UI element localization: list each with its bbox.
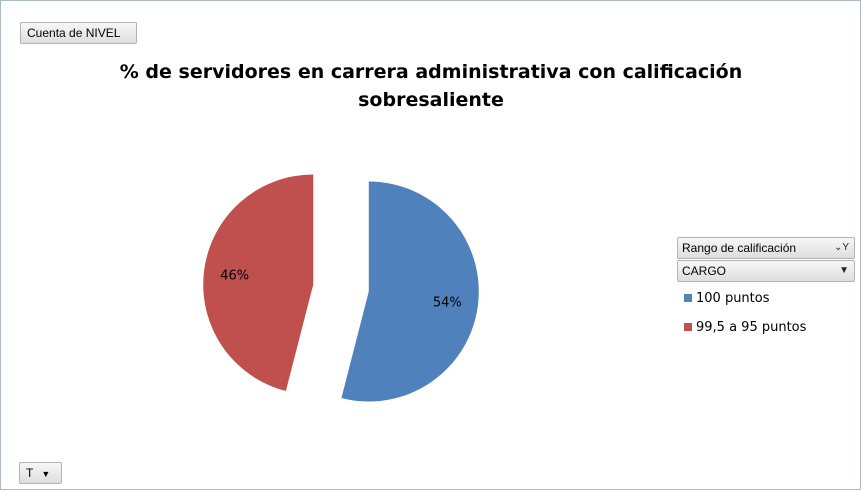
legend-item-label: 99,5 a 95 puntos xyxy=(696,320,807,335)
data-label-1: 54% xyxy=(433,295,462,310)
chart-title-line-2: sobresaliente xyxy=(358,89,504,111)
legend-swatch xyxy=(684,323,692,331)
legend-field-label: CARGO xyxy=(682,264,727,278)
filter-icon[interactable]: ⌄Y xyxy=(833,242,849,253)
chart-title-line-1: % de servidores en carrera administrativ… xyxy=(119,61,743,83)
legend-field-rango-calificacion[interactable]: Rango de calificación ⌄Y xyxy=(677,237,855,259)
chevron-down-icon[interactable]: ▼ xyxy=(839,265,849,276)
value-field-button[interactable]: Cuenta de NIVEL xyxy=(20,22,137,44)
pie-slice-2[interactable] xyxy=(203,174,314,392)
legend-swatch xyxy=(684,294,692,302)
legend: 100 puntos 99,5 a 95 puntos xyxy=(684,288,806,346)
pie-slice-1[interactable] xyxy=(341,181,479,402)
legend-item: 99,5 a 95 puntos xyxy=(684,317,806,338)
chart-title: % de servidores en carrera administrativ… xyxy=(91,58,771,114)
axis-field-button[interactable]: T ▼ xyxy=(19,462,62,484)
data-label-2: 46% xyxy=(220,269,249,284)
chevron-down-icon: ▼ xyxy=(41,469,51,479)
legend-item: 100 puntos xyxy=(684,288,806,309)
legend-field-cargo[interactable]: CARGO ▼ xyxy=(677,260,855,282)
axis-field-label: T xyxy=(26,466,34,480)
legend-item-label: 100 puntos xyxy=(696,291,770,306)
legend-field-label: Rango de calificación xyxy=(682,241,797,255)
